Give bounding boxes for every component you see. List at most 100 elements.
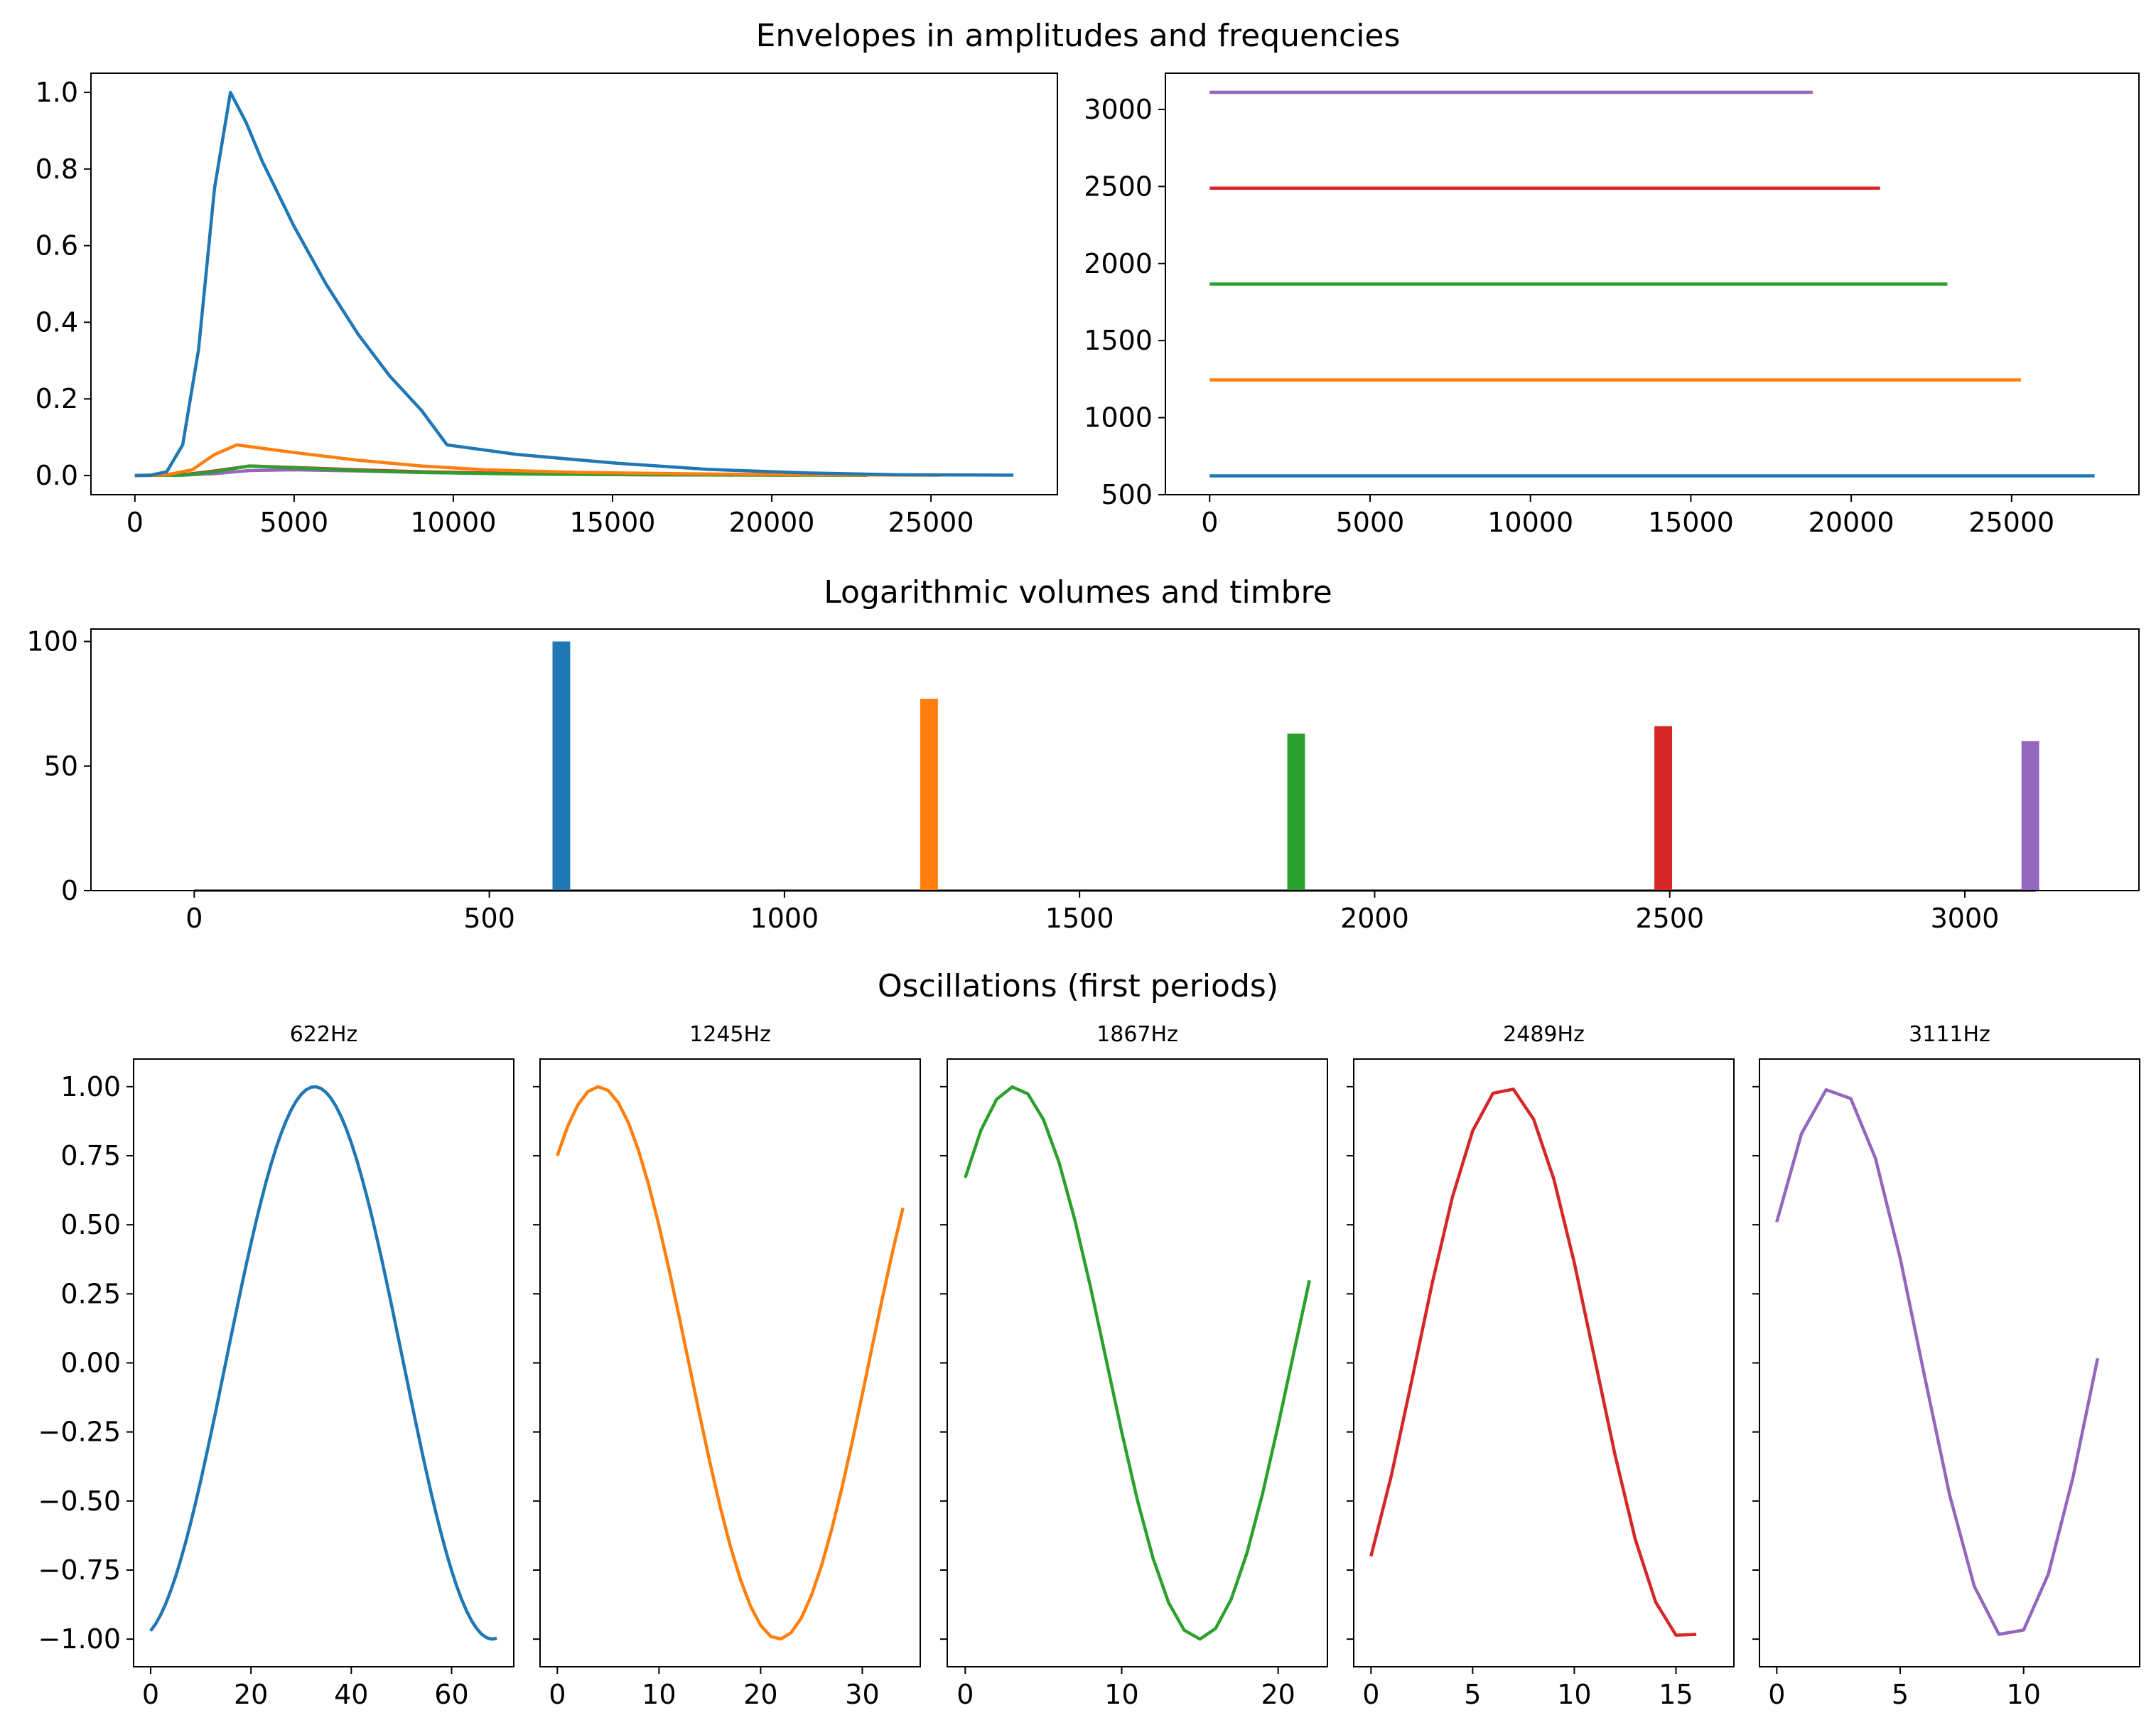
- plot-area: [1775, 1087, 2100, 1636]
- x-tick-label: 20: [234, 1679, 268, 1710]
- y-tick-label: 50: [44, 751, 78, 782]
- plot-area: [134, 90, 1014, 478]
- oscillation-chart-1245hz: 0 10 20 30 1245Hz: [533, 1022, 921, 1710]
- x-tick-label: 20000: [729, 507, 815, 538]
- y-tick-label: 0.50: [60, 1209, 121, 1240]
- axes-frame: [90, 72, 1058, 495]
- x-axis: 0 5 10 15: [1362, 1667, 1693, 1710]
- y-tick-label: 2500: [1084, 171, 1153, 202]
- x-tick-label: 0: [142, 1679, 159, 1710]
- x-tick-label: 15: [1659, 1679, 1693, 1710]
- y-tick-label: 500: [1101, 479, 1153, 510]
- y-tick-label: 2000: [1084, 248, 1153, 279]
- y-tick-label: −1.00: [38, 1623, 121, 1655]
- plot-area: [556, 1085, 905, 1641]
- oscillations-title: Oscillations (first periods): [878, 968, 1278, 1004]
- y-tick-label: 0.2: [36, 383, 78, 414]
- x-tick-label: 0: [1768, 1679, 1785, 1710]
- y-tick-label: 1500: [1084, 325, 1153, 356]
- x-tick-label: 0: [126, 507, 144, 538]
- bar-3111hz: [2021, 741, 2039, 891]
- oscillation-chart-1867hz: 0 10 20 1867Hz: [940, 1022, 1328, 1710]
- y-axis: [940, 1085, 947, 1640]
- y-tick-label: 1.00: [60, 1071, 121, 1102]
- oscillation-line: [149, 1085, 497, 1641]
- bar-2489hz: [1654, 726, 1673, 891]
- oscillation-chart-2489hz: 0 5 10 15 2489Hz: [1347, 1022, 1735, 1710]
- envelopes-title: Envelopes in amplitudes and frequencies: [756, 18, 1401, 54]
- plot-area: [964, 1085, 1311, 1641]
- series-line-2: [134, 443, 941, 478]
- bar-1867hz: [1287, 734, 1305, 891]
- y-tick-label: 1.0: [36, 77, 78, 108]
- logarithmic-volume-chart: 0 500 1000 1500 2000 2500 3000 0 50 100: [26, 626, 2140, 934]
- x-tick-label: 30: [845, 1679, 879, 1710]
- x-tick-label: 5000: [260, 507, 329, 538]
- x-tick-label: 25000: [1968, 507, 2054, 538]
- oscillation-line: [964, 1085, 1311, 1641]
- x-tick-label: 10: [1557, 1679, 1591, 1710]
- axes-frame: [1165, 72, 2140, 495]
- x-tick-label: 0: [549, 1679, 566, 1710]
- x-tick-label: 0: [1201, 507, 1218, 538]
- y-tick-label: 0.75: [60, 1140, 121, 1171]
- bar-622hz: [552, 641, 571, 891]
- x-tick-label: 0: [185, 903, 203, 934]
- x-tick-label: 20: [743, 1679, 777, 1710]
- y-tick-label: 100: [26, 626, 78, 657]
- y-tick-label: 0.25: [60, 1278, 121, 1309]
- x-axis: 0 10 20: [956, 1667, 1295, 1710]
- y-tick-label: −0.25: [38, 1417, 121, 1448]
- x-tick-label: 1000: [750, 903, 819, 934]
- x-axis: 0 20 40 60: [142, 1667, 469, 1710]
- volumes-title: Logarithmic volumes and timbre: [824, 574, 1332, 611]
- panel-title: 1867Hz: [1096, 1022, 1178, 1047]
- oscillation-chart-3111hz: 0 5 10 3111Hz: [1752, 1022, 2140, 1710]
- x-tick-label: 60: [434, 1679, 468, 1710]
- x-tick-label: 10000: [410, 507, 496, 538]
- x-tick-label: 10: [2007, 1679, 2041, 1710]
- x-tick-label: 5: [1892, 1679, 1909, 1710]
- y-tick-label: 0.6: [36, 230, 78, 262]
- axes-frame: [90, 628, 2140, 891]
- plot-area: [1209, 90, 2095, 478]
- oscillation-line: [1775, 1087, 2100, 1636]
- plot-area: [149, 1085, 497, 1641]
- panel-title: 3111Hz: [1909, 1022, 1990, 1047]
- x-tick-label: 3000: [1931, 903, 2000, 934]
- x-tick-label: 15000: [1648, 507, 1734, 538]
- x-tick-label: 10: [642, 1679, 676, 1710]
- series-line-1: [134, 90, 1014, 478]
- x-tick-label: 40: [334, 1679, 368, 1710]
- x-axis: 0 500 1000 1500 2000 2500 3000: [185, 891, 1999, 934]
- oscillation-line: [1369, 1087, 1697, 1637]
- y-axis: [1347, 1085, 1354, 1640]
- x-tick-label: 15000: [570, 507, 656, 538]
- y-tick-label: 1000: [1084, 402, 1153, 434]
- x-tick-label: 25000: [888, 507, 974, 538]
- x-tick-label: 10000: [1487, 507, 1573, 538]
- x-tick-label: 20: [1261, 1679, 1295, 1710]
- y-tick-label: −0.50: [38, 1485, 121, 1517]
- x-tick-label: 5: [1464, 1679, 1481, 1710]
- frequency-envelope-chart: 0 5000 10000 15000 20000 25000 500 1000 1500 2000…: [1084, 72, 2140, 538]
- bar-1245hz: [920, 699, 938, 891]
- x-tick-label: 20000: [1809, 507, 1894, 538]
- y-tick-label: −0.75: [38, 1554, 121, 1586]
- x-tick-label: 2000: [1340, 903, 1409, 934]
- amplitude-envelope-chart: 0 5000 10000 15000 20000 25000 0.0 0.2 0.4 0.6 0.8…: [36, 72, 1058, 538]
- x-tick-label: 0: [1362, 1679, 1379, 1710]
- y-axis: −1.00 −0.75 −0.50 −0.25 0.00 0.25 0.50 0.75 1.00: [38, 1071, 134, 1655]
- panel-title: 1245Hz: [689, 1022, 771, 1047]
- y-tick-label: 0.00: [60, 1348, 121, 1379]
- y-axis: [533, 1085, 540, 1640]
- y-tick-label: 3000: [1084, 94, 1153, 125]
- x-axis: 0 5000 10000 15000 20000 25000: [1201, 495, 2054, 538]
- oscillation-chart-622hz: 0 20 40 60 −1.00 −0.75 −0.50 −0.25 0.00 0.25 0.50 0…: [38, 1022, 514, 1710]
- y-axis: 500 1000 1500 2000 2500 3000: [1084, 94, 1165, 510]
- y-axis: [1752, 1085, 1759, 1640]
- x-tick-label: 0: [956, 1679, 974, 1710]
- x-tick-label: 500: [463, 903, 515, 934]
- x-tick-label: 5000: [1336, 507, 1405, 538]
